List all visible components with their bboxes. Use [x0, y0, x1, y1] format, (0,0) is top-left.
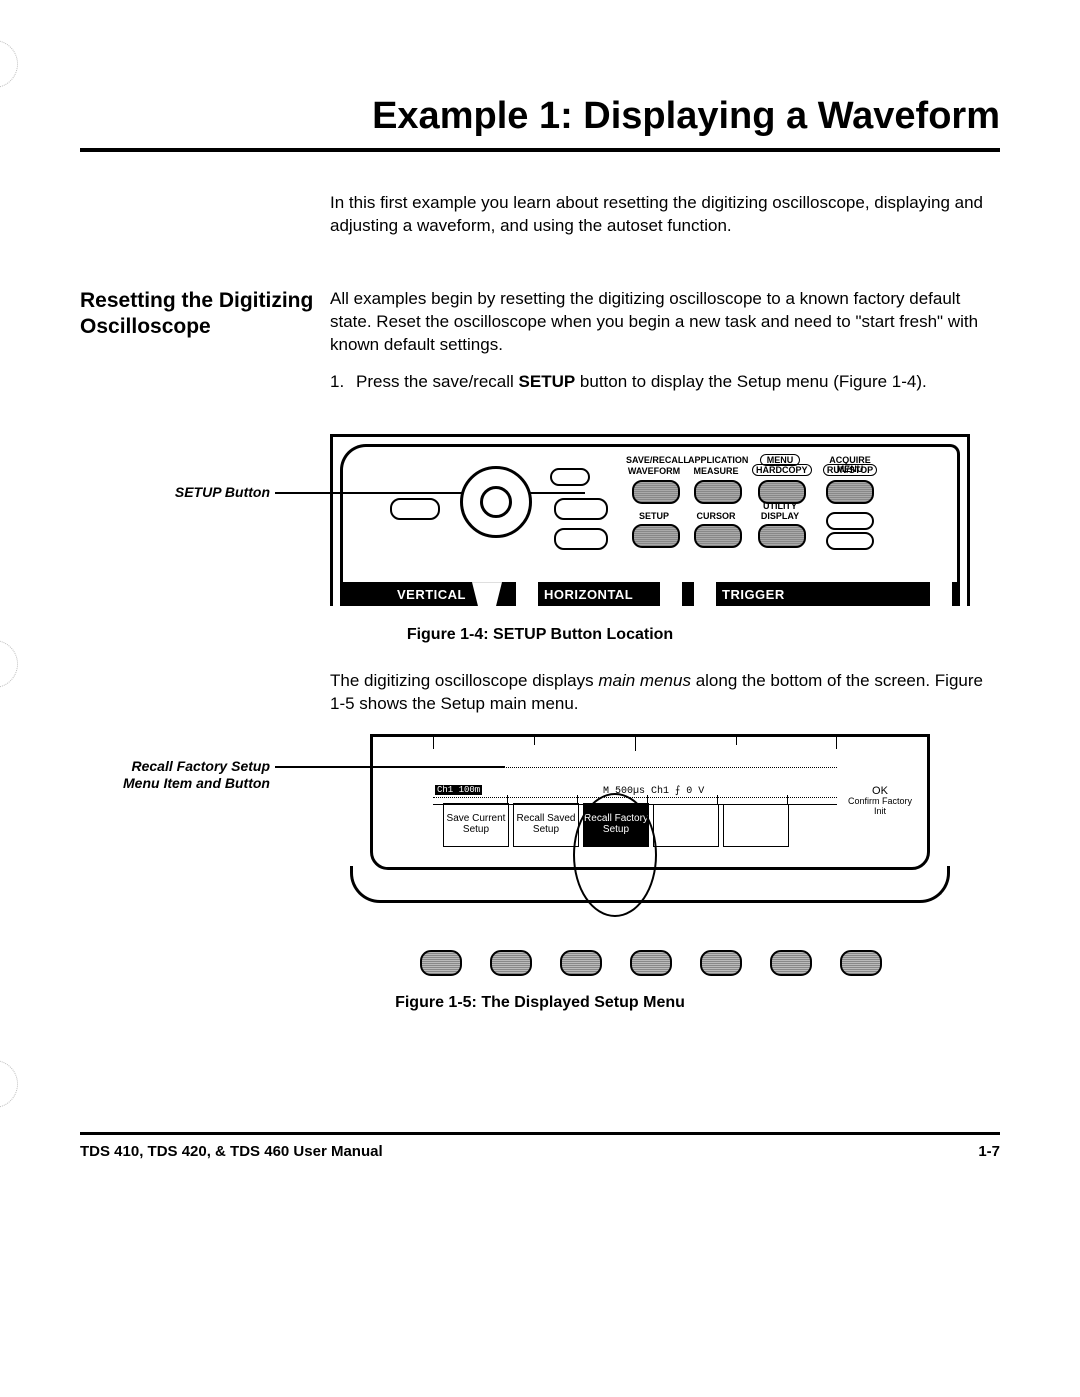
screen-ok: OK Confirm Factory Init: [841, 785, 919, 825]
section-para-2: The digitizing oscilloscope displays mai…: [330, 670, 1000, 716]
footer-page-number: 1-7: [978, 1143, 1000, 1160]
figure-1-4-caption: Figure 1-4: SETUP Button Location: [80, 626, 1000, 644]
section-bar: VERTICAL HORIZONTAL TRIGGER: [340, 582, 960, 606]
btn-setup: [632, 524, 680, 548]
step-text: Press the save/recall SETUP button to di…: [356, 371, 927, 394]
bezel-btn-6: [770, 950, 812, 976]
lbl-save-recall: SAVE/RECALL: [626, 456, 682, 465]
section-heading: Resetting the Digitizing Oscilloscope: [80, 288, 330, 338]
screen-ch1: Ch1 100m: [435, 785, 482, 795]
figure-1-4-panel: SAVE/RECALL APPLICATION MENU ACQUIRE MEN…: [330, 426, 970, 606]
footer-manual-title: TDS 410, TDS 420, & TDS 460 User Manual: [80, 1143, 383, 1160]
btn-slot: [826, 532, 874, 550]
bezel-btn-7: [840, 950, 882, 976]
step-number: 1.: [330, 371, 356, 394]
fig1-callout: SETUP Button: [140, 484, 270, 501]
lbl-utility: UTILITY: [752, 502, 808, 511]
btn-display: [758, 524, 806, 548]
btn-waveform: [632, 480, 680, 504]
section-para-1: All examples begin by resetting the digi…: [330, 288, 1000, 357]
menu-save-current: Save Current Setup: [443, 803, 509, 847]
figure-1-5-caption: Figure 1-5: The Displayed Setup Menu: [80, 994, 1000, 1012]
intro-paragraph: In this first example you learn about re…: [330, 192, 1000, 238]
bezel-btn-4: [630, 950, 672, 976]
lbl-waveform: WAVEFORM: [626, 467, 682, 476]
page-title: Example 1: Displaying a Waveform: [80, 95, 1000, 152]
bezel-btn-2: [490, 950, 532, 976]
lbl-display: DISPLAY: [752, 512, 808, 521]
figure-1-5-panel: Ch1 100m M 500µs Ch1 ⨍ 0 V OK Confirm Fa…: [330, 734, 970, 934]
lbl-hardcopy: HARDCOPY: [752, 464, 812, 476]
btn-runstop: [826, 480, 874, 504]
lbl-setup: SETUP: [626, 512, 682, 521]
lbl-application: APPLICATION: [688, 456, 744, 465]
btn-led: [826, 512, 874, 530]
lbl-runstop: RUN/STOP: [823, 464, 877, 476]
fig2-callout: Recall Factory Setup Menu Item and Butto…: [110, 758, 270, 792]
menu-recall-saved: Recall Saved Setup: [513, 803, 579, 847]
bezel-btn-5: [700, 950, 742, 976]
lbl-measure: MEASURE: [688, 467, 744, 476]
bezel-btn-1: [420, 950, 462, 976]
bezel-btn-3: [560, 950, 602, 976]
btn-cursor: [694, 524, 742, 548]
btn-measure: [694, 480, 742, 504]
lbl-cursor: CURSOR: [688, 512, 744, 521]
